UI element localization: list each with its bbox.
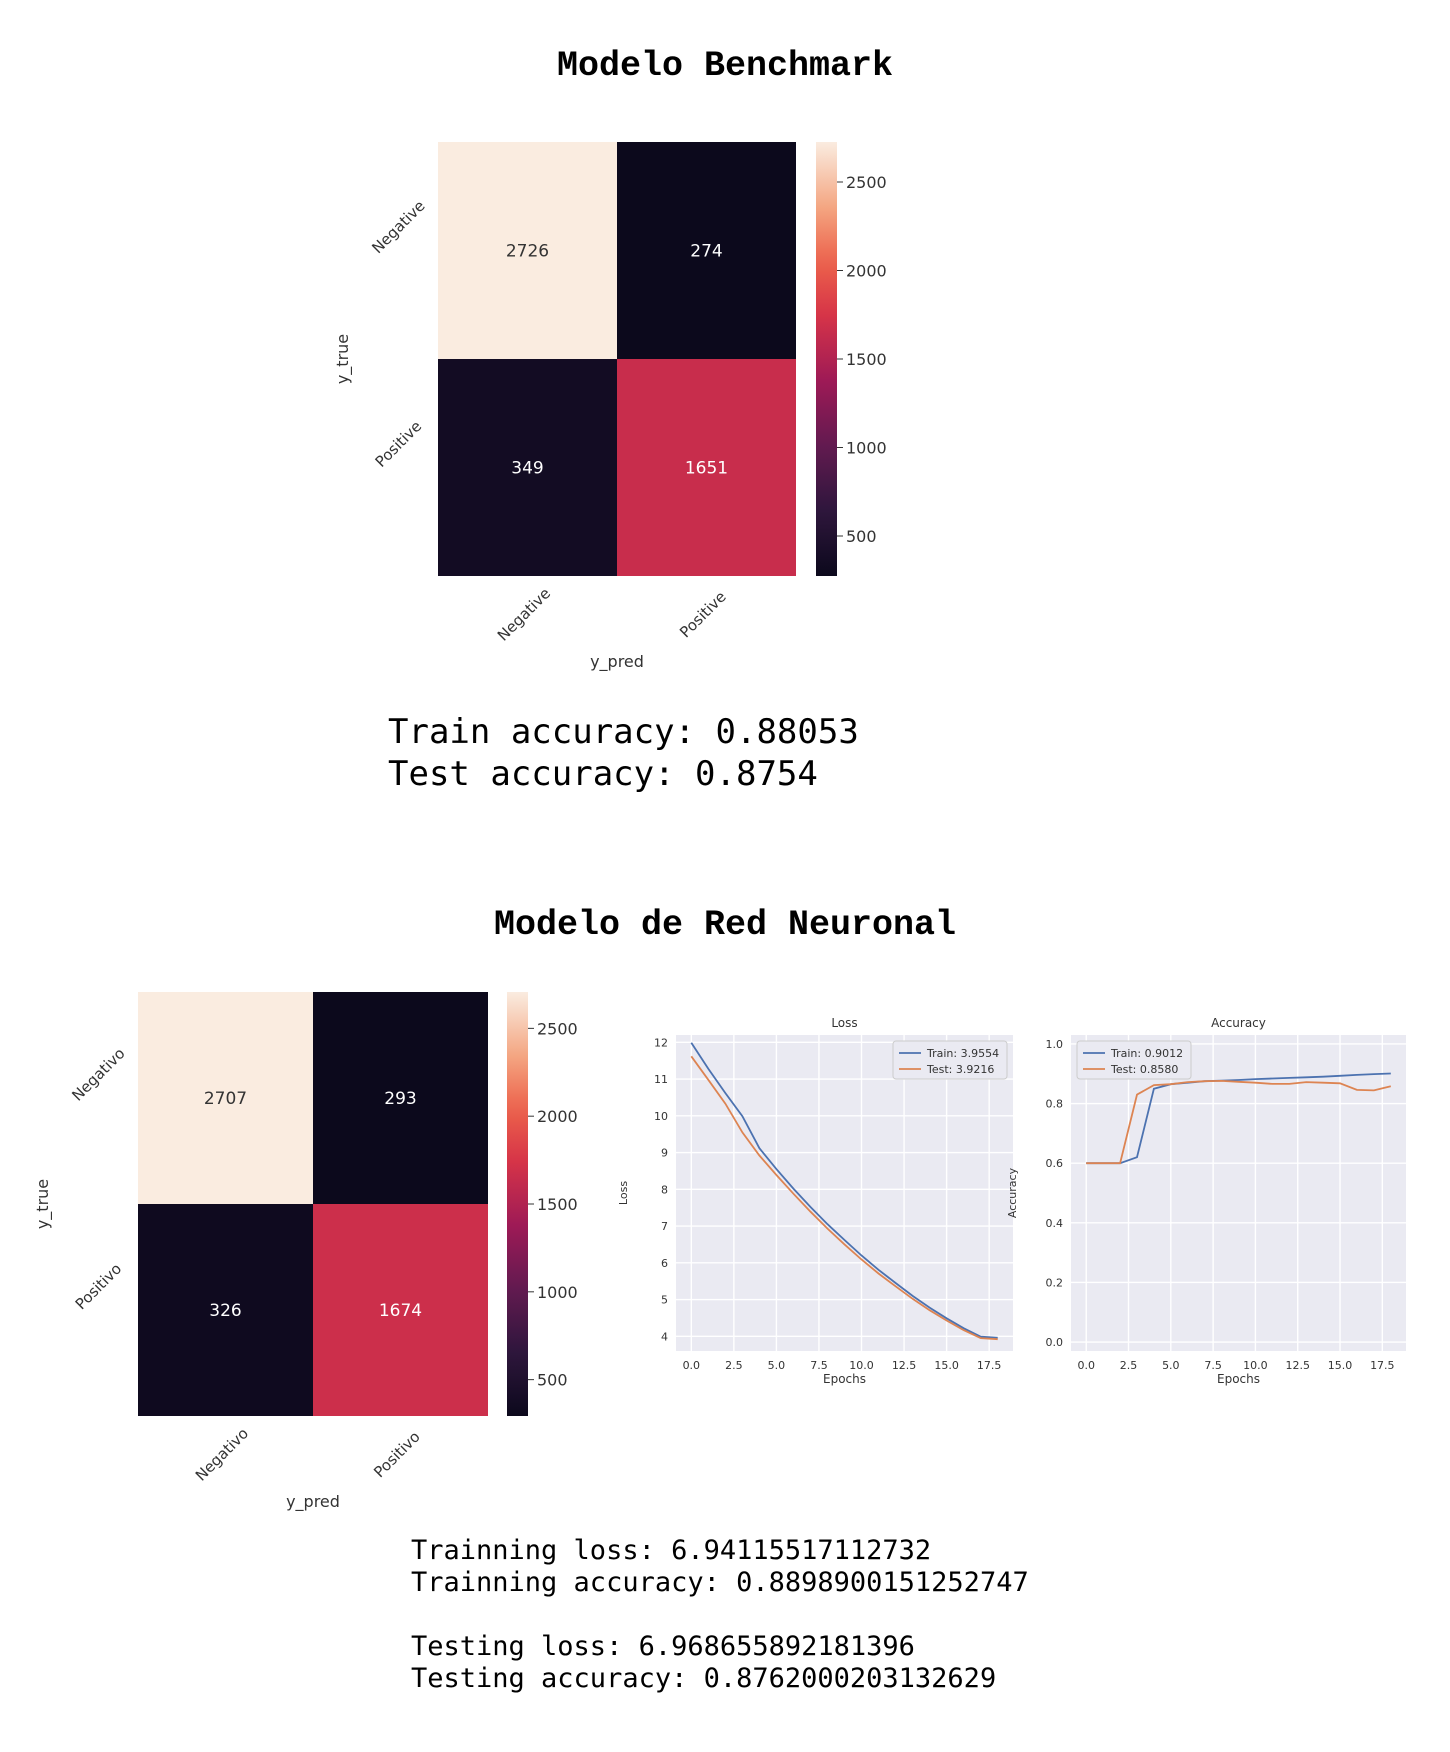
- benchmark-heatmap-colorbar-label: 2500: [846, 173, 887, 192]
- loss-chart-series-line: [690, 1055, 998, 1341]
- loss-chart-legend: [892, 1040, 1008, 1080]
- loss-chart-xtick-label: 10.0: [849, 1359, 874, 1372]
- neural-title: Modelo de Red Neuronal: [493, 905, 957, 945]
- loss-chart-title: Loss: [831, 1016, 857, 1030]
- loss-chart-legend-label: Train: 3.9554: [926, 1047, 999, 1060]
- benchmark-heatmap-cell: [438, 359, 617, 576]
- benchmark-heatmap-colorbar-label: 1000: [846, 438, 887, 457]
- loss-chart-plot-area: [676, 1035, 1013, 1351]
- benchmark-heatmap-cell-value: 349: [511, 459, 543, 479]
- nn-heatmap-row-label: Positivo: [72, 1260, 126, 1314]
- benchmark-heatmap-row-label: Negative: [368, 197, 428, 257]
- accuracy-chart-legend-label: Test: 0.8580: [1110, 1063, 1178, 1076]
- accuracy-chart-series-line: [1086, 1079, 1392, 1165]
- nn-testing-loss: Testing loss: 6.968655892181396: [411, 1631, 915, 1662]
- nn-heatmap-cell-value: 2707: [204, 1089, 247, 1109]
- benchmark-heatmap-col-label: Positive: [676, 588, 730, 642]
- loss-chart-ytick-label: 6: [661, 1257, 668, 1270]
- nn-heatmap-colorbar-label: 1500: [537, 1195, 578, 1214]
- accuracy-chart-xtick-label: 10.0: [1243, 1359, 1268, 1372]
- nn-heatmap-cell-value: 1674: [379, 1301, 422, 1321]
- nn-heatmap-cell: [313, 992, 488, 1204]
- nn-training-accuracy: Trainning accuracy: 0.8898900151252747: [411, 1567, 1029, 1598]
- loss-chart-ytick-label: 5: [661, 1294, 668, 1307]
- loss-chart-ytick-label: 10: [654, 1110, 668, 1123]
- accuracy-chart-ytick-label: 1.0: [1046, 1038, 1064, 1051]
- nn-heatmap-colorbar: [507, 992, 528, 1416]
- benchmark-heatmap-cell: [438, 142, 617, 359]
- accuracy-chart-xtick-label: 5.0: [1162, 1359, 1180, 1372]
- nn-heatmap-cell: [313, 1204, 488, 1416]
- loss-chart-series-line: [690, 1042, 998, 1339]
- benchmark-heatmap-colorbar-label: 2000: [846, 262, 887, 281]
- loss-chart-xtick-label: 15.0: [934, 1359, 959, 1372]
- loss-chart-ytick-label: 7: [661, 1220, 668, 1233]
- accuracy-chart-xtick-label: 15.0: [1328, 1359, 1353, 1372]
- loss-chart-ytick-label: 12: [654, 1036, 668, 1049]
- accuracy-chart-legend: [1076, 1040, 1192, 1080]
- benchmark-test-accuracy: Test accuracy: 0.8754: [388, 754, 818, 794]
- accuracy-chart-xtick-label: 2.5: [1120, 1359, 1138, 1372]
- accuracy-chart-legend-label: Train: 0.9012: [1110, 1047, 1183, 1060]
- nn-heatmap-colorbar-label: 1000: [537, 1283, 578, 1302]
- loss-chart-xtick-label: 0.0: [683, 1359, 701, 1372]
- loss-chart-xtick-label: 12.5: [892, 1359, 917, 1372]
- accuracy-chart-xtick-label: 17.5: [1370, 1359, 1395, 1372]
- loss-chart-xtick-label: 17.5: [977, 1359, 1002, 1372]
- loss-chart-xtick-label: 5.0: [768, 1359, 786, 1372]
- accuracy-chart-title: Accuracy: [1211, 1016, 1266, 1030]
- accuracy-chart-series-line: [1086, 1072, 1391, 1165]
- accuracy-chart-ytick-label: 0.2: [1046, 1276, 1064, 1289]
- benchmark-title: Modelo Benchmark: [556, 46, 894, 86]
- nn-training-loss: Trainning loss: 6.94115517112732: [411, 1535, 932, 1566]
- accuracy-chart-ytick-label: 0.6: [1046, 1157, 1064, 1170]
- nn-heatmap-row-label: Negativo: [68, 1044, 128, 1104]
- benchmark-heatmap-xlabel: y_pred: [590, 652, 644, 672]
- loss-chart-legend-label: Test: 3.9216: [926, 1063, 994, 1076]
- accuracy-chart-xtick-label: 7.5: [1204, 1359, 1222, 1372]
- loss-chart-ytick-label: 11: [654, 1073, 668, 1086]
- nn-heatmap-cell: [138, 1204, 313, 1416]
- benchmark-train-accuracy: Train accuracy: 0.88053: [388, 712, 859, 752]
- nn-heatmap-col-label: Positivo: [370, 1428, 424, 1482]
- nn-heatmap-colorbar-label: 2000: [537, 1107, 578, 1126]
- benchmark-heatmap-colorbar-label: 1500: [846, 350, 887, 369]
- loss-chart-xlabel: Epochs: [823, 1372, 866, 1386]
- benchmark-heatmap-colorbar-label: 500: [846, 527, 877, 546]
- benchmark-heatmap-col-label: Negative: [494, 584, 554, 644]
- loss-chart-ytick-label: 9: [661, 1147, 668, 1160]
- benchmark-heatmap-cell: [617, 142, 796, 359]
- nn-heatmap-colorbar-label: 500: [537, 1371, 568, 1390]
- benchmark-heatmap-cell-value: 2726: [506, 242, 549, 262]
- accuracy-chart-xtick-label: 12.5: [1285, 1359, 1310, 1372]
- accuracy-chart-xlabel: Epochs: [1217, 1372, 1260, 1386]
- benchmark-heatmap-row-label: Positive: [372, 417, 426, 471]
- benchmark-heatmap-cell: [617, 359, 796, 576]
- benchmark-heatmap-ylabel: y_true: [333, 334, 353, 384]
- benchmark-heatmap-cell-value: 1651: [685, 459, 728, 479]
- nn-heatmap-ylabel: y_true: [33, 1179, 53, 1229]
- loss-chart-xtick-label: 2.5: [725, 1359, 743, 1372]
- benchmark-heatmap-cell-value: 274: [690, 242, 722, 262]
- accuracy-chart-ytick-label: 0.4: [1046, 1217, 1064, 1230]
- benchmark-heatmap-colorbar: [816, 142, 837, 576]
- nn-testing-accuracy: Testing accuracy: 0.8762000203132629: [411, 1663, 997, 1694]
- nn-heatmap-col-label: Negativo: [192, 1424, 252, 1484]
- nn-heatmap-cell: [138, 992, 313, 1204]
- loss-chart-ylabel: Loss: [617, 1181, 630, 1205]
- accuracy-chart-ytick-label: 0.8: [1046, 1098, 1064, 1111]
- accuracy-chart-xtick-label: 0.0: [1077, 1359, 1095, 1372]
- accuracy-chart-ytick-label: 0.0: [1046, 1336, 1064, 1349]
- loss-chart-ytick-label: 4: [661, 1330, 668, 1343]
- nn-heatmap-xlabel: y_pred: [286, 1492, 340, 1512]
- loss-chart-xtick-label: 7.5: [810, 1359, 828, 1372]
- accuracy-chart-ylabel: Accuracy: [1006, 1167, 1019, 1218]
- loss-chart-ytick-label: 8: [661, 1183, 668, 1196]
- nn-heatmap-colorbar-label: 2500: [537, 1019, 578, 1038]
- nn-heatmap-cell-value: 326: [209, 1301, 241, 1321]
- nn-heatmap-cell-value: 293: [384, 1089, 416, 1109]
